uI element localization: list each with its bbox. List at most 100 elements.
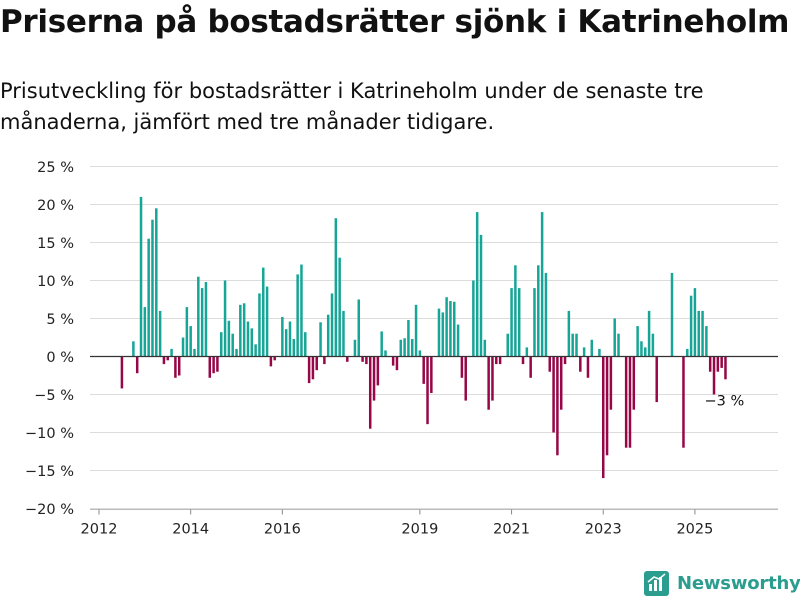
bar: [158, 310, 162, 357]
y-tick-label: 5 %: [46, 312, 74, 328]
bar: [296, 274, 299, 357]
bar: [601, 356, 605, 479]
bar: [395, 356, 399, 371]
bar: [441, 312, 445, 357]
bar: [311, 356, 315, 380]
chart-subtitle: Prisutveckling för bostadsrätter i Katri…: [0, 79, 704, 134]
bar: [391, 356, 395, 366]
bar: [357, 299, 361, 357]
bar: [628, 356, 632, 448]
bar: [613, 318, 616, 357]
bar: [705, 326, 708, 357]
bar: [605, 356, 609, 456]
bar: [208, 356, 212, 378]
bar: [219, 332, 223, 357]
bar: [368, 356, 372, 429]
bar: [598, 348, 601, 357]
bar: [708, 356, 712, 372]
bar: [670, 272, 674, 357]
bar: [552, 356, 555, 433]
bar: [365, 356, 368, 365]
bar: [655, 356, 658, 403]
bar: [410, 339, 414, 357]
bar: [315, 356, 318, 371]
bar: [155, 208, 158, 357]
bar: [200, 288, 204, 357]
bar: [582, 347, 586, 357]
bar: [689, 295, 693, 357]
bar: [262, 267, 265, 357]
bar: [120, 356, 124, 389]
bar: [640, 341, 643, 357]
x-tick-label: 2019: [401, 522, 438, 538]
bar: [384, 350, 387, 357]
bar: [319, 322, 322, 357]
bar: [548, 356, 552, 372]
bar: [529, 356, 532, 378]
bar: [418, 350, 422, 357]
bar: [223, 280, 227, 357]
bar: [177, 356, 181, 376]
bar: [422, 356, 425, 384]
y-tick-label: −10 %: [25, 426, 74, 442]
bar: [242, 303, 246, 357]
bar: [281, 316, 284, 357]
bar: [246, 321, 250, 357]
bar: [540, 212, 544, 357]
bar: [479, 234, 483, 357]
bar: [567, 310, 571, 357]
bar: [204, 282, 208, 357]
bar: [624, 356, 628, 448]
bar: [151, 219, 154, 357]
y-tick-label: 20 %: [37, 198, 74, 214]
bar: [407, 320, 410, 357]
bar: [185, 307, 189, 357]
bar: [571, 333, 574, 357]
bar: [579, 356, 582, 372]
bar: [575, 333, 578, 357]
bar: [644, 347, 647, 357]
bar: [147, 238, 150, 357]
bar: [632, 356, 636, 410]
bar: [399, 339, 403, 357]
bar: [353, 339, 357, 357]
bar: [143, 307, 147, 357]
bar: [300, 264, 303, 357]
bar: [273, 356, 276, 361]
bar: [414, 304, 418, 357]
y-tick-label: 10 %: [37, 274, 74, 290]
bar: [487, 356, 490, 410]
bar: [563, 356, 567, 365]
bar: [135, 356, 139, 374]
bar: [460, 356, 464, 378]
bar: [304, 332, 307, 357]
bar: [636, 326, 639, 357]
bar: [437, 308, 441, 357]
bar: [265, 286, 269, 357]
newsworthy-chart-icon: [644, 570, 669, 596]
x-tick-label: 2012: [81, 522, 118, 538]
bar: [720, 356, 723, 368]
bar: [403, 338, 406, 357]
newsworthy-wordmark: Newsworthy: [677, 572, 800, 594]
y-tick-label: −5 %: [34, 388, 74, 404]
bar: [269, 356, 273, 367]
bar: [227, 320, 231, 357]
bar: [716, 356, 720, 372]
bar: [464, 356, 467, 401]
bar: [426, 356, 429, 425]
bar: [483, 339, 487, 357]
bar: [212, 356, 215, 374]
bar: [686, 348, 689, 357]
bar: [445, 297, 448, 357]
bar: [166, 356, 170, 361]
bar: [231, 333, 234, 357]
bar: [193, 348, 196, 357]
bar: [197, 276, 200, 357]
bar: [701, 310, 704, 357]
bar: [342, 310, 345, 357]
y-tick-label: −20 %: [25, 502, 74, 518]
bar: [181, 337, 185, 357]
bar: [361, 356, 364, 362]
